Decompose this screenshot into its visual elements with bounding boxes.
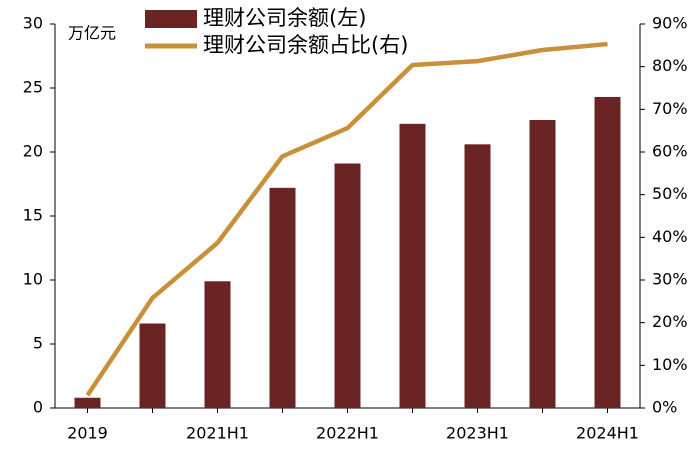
x-tick-label: 2023H1 bbox=[446, 424, 509, 443]
y2-tick-label: 30% bbox=[652, 270, 688, 289]
x-tick-label: 2022H1 bbox=[316, 424, 379, 443]
y-tick-label: 20 bbox=[23, 142, 43, 161]
y-tick-label: 15 bbox=[23, 206, 43, 225]
bar bbox=[74, 397, 101, 408]
y2-tick-label: 0% bbox=[652, 398, 677, 417]
bar bbox=[529, 120, 556, 408]
legend-swatch bbox=[145, 10, 197, 28]
y2-tick-label: 60% bbox=[652, 142, 688, 161]
y2-tick-label: 80% bbox=[652, 56, 688, 75]
y-tick-label: 30 bbox=[23, 14, 43, 33]
line bbox=[85, 41, 608, 397]
y2-tick-label: 20% bbox=[652, 312, 688, 331]
legend-label: 理财公司余额(左) bbox=[203, 6, 366, 30]
legend-label: 理财公司余额占比(右) bbox=[203, 33, 408, 57]
bar bbox=[139, 323, 166, 408]
y2-tick-label: 50% bbox=[652, 184, 688, 203]
x-tick-label: 2019 bbox=[67, 424, 108, 443]
y-tick-label: 0 bbox=[33, 398, 43, 417]
bar bbox=[269, 187, 296, 408]
bar bbox=[204, 281, 231, 408]
bar bbox=[464, 144, 491, 408]
y2-tick-label: 90% bbox=[652, 14, 688, 33]
y-axis-unit: 万亿元 bbox=[68, 24, 116, 43]
x-tick-label: 2024H1 bbox=[576, 424, 639, 443]
bar bbox=[594, 96, 621, 409]
x-tick-label: 2021H1 bbox=[186, 424, 249, 443]
y2-tick-label: 40% bbox=[652, 227, 688, 246]
y-tick-label: 10 bbox=[23, 270, 43, 289]
bar bbox=[399, 123, 426, 408]
y-tick-label: 5 bbox=[33, 334, 43, 353]
y-tick-label: 25 bbox=[23, 78, 43, 97]
y2-tick-label: 70% bbox=[652, 99, 688, 118]
y2-tick-label: 10% bbox=[652, 355, 688, 374]
bar bbox=[334, 163, 361, 408]
